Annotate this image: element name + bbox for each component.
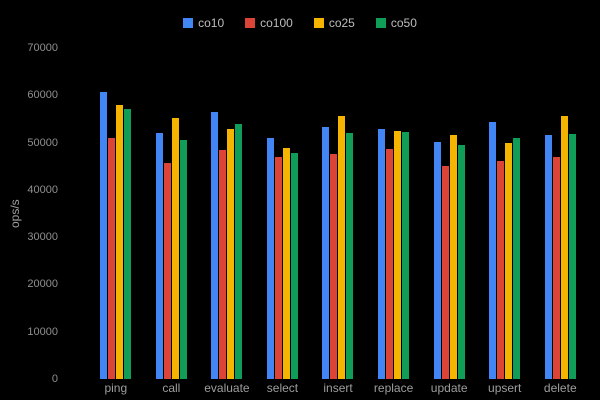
bar-group-delete [544, 48, 576, 379]
legend-label-co10: co10 [198, 16, 225, 30]
bar-co100-evaluate [219, 149, 227, 379]
x-tick-evaluate: evaluate [204, 381, 250, 395]
bar-group-replace [378, 48, 409, 379]
bar-co50-insert [346, 132, 354, 379]
bar-co100-ping [108, 137, 116, 379]
bar-co25-call [171, 117, 179, 379]
bar-co10-replace [378, 129, 385, 379]
legend-label-co100: co100 [260, 16, 293, 30]
legend-swatch-co10 [183, 18, 194, 28]
x-tick-call: call [162, 381, 181, 395]
bar-co10-update [433, 141, 441, 379]
bar-group-update [433, 48, 465, 379]
x-tick-replace: replace [373, 381, 414, 395]
y-tick-20000: 20000 [27, 278, 58, 291]
x-tick-insert: insert [323, 381, 353, 395]
legend-swatch-co100 [245, 18, 256, 28]
y-tick-10000: 10000 [27, 325, 58, 338]
bar-co10-delete [544, 135, 552, 379]
bar-co25-insert [338, 115, 346, 379]
bar-co50-evaluate [235, 123, 243, 379]
bar-co50-select [290, 152, 298, 379]
x-tick-ping: ping [104, 381, 128, 395]
bar-co25-replace [394, 131, 401, 379]
x-tick-update: update [430, 381, 468, 395]
x-axis: ping call evaluate select insert replace updat… [88, 381, 588, 395]
legend-label-co25: co25 [328, 16, 355, 30]
bar-co25-evaluate [227, 129, 235, 379]
bar-co50-replace [402, 131, 409, 379]
bar-co50-delete [568, 133, 576, 379]
legend-item-co10: co10 [183, 16, 224, 30]
bar-co10-select [266, 138, 274, 379]
y-axis: 0 10000 20000 30000 40000 50000 60000 70000 [0, 0, 58, 400]
legend-item-co25: co25 [313, 16, 355, 30]
legend-swatch-co50 [375, 18, 386, 28]
y-tick-50000: 50000 [27, 136, 58, 149]
bar-co10-upsert [489, 122, 497, 379]
bar-co50-upsert [513, 137, 521, 379]
bar-co100-upsert [497, 161, 505, 379]
bar-co100-update [441, 166, 449, 379]
bar-co25-select [282, 148, 290, 379]
y-tick-70000: 70000 [27, 42, 58, 54]
y-tick-0: 0 [51, 373, 58, 385]
bar-group-call [155, 48, 187, 379]
bar-group-upsert [489, 48, 521, 379]
legend: co10 co100 co25 co50 [0, 16, 600, 30]
legend-item-co50: co50 [375, 16, 417, 30]
x-tick-upsert: upsert [488, 381, 522, 395]
bar-co10-call [155, 133, 163, 379]
plot-area [88, 48, 588, 379]
bar-group-insert [322, 48, 354, 379]
bar-co50-ping [124, 109, 132, 379]
x-tick-delete: delete [543, 381, 577, 395]
bar-group-select [266, 48, 298, 379]
bar-co10-insert [322, 126, 330, 379]
bar-co50-call [179, 140, 187, 379]
bar-co100-insert [330, 154, 338, 379]
y-tick-40000: 40000 [27, 183, 58, 196]
bar-co50-update [457, 144, 465, 379]
bar-co25-delete [560, 116, 568, 379]
bar-co100-replace [386, 149, 393, 379]
bar-co10-evaluate [211, 112, 219, 379]
y-tick-30000: 30000 [27, 231, 58, 244]
bar-co100-delete [552, 156, 560, 379]
legend-item-co100: co100 [245, 16, 293, 30]
bar-co25-upsert [505, 142, 513, 379]
x-tick-select: select [266, 381, 299, 395]
bar-co100-select [274, 157, 282, 379]
bar-group-ping [100, 48, 132, 379]
legend-label-co50: co50 [390, 16, 417, 30]
y-tick-60000: 60000 [27, 89, 58, 102]
bar-co25-ping [116, 105, 124, 379]
bar-group-evaluate [211, 48, 243, 379]
bar-co100-call [163, 163, 171, 379]
legend-swatch-co25 [313, 18, 324, 28]
bar-co10-ping [100, 91, 108, 379]
bar-co25-update [449, 135, 457, 379]
